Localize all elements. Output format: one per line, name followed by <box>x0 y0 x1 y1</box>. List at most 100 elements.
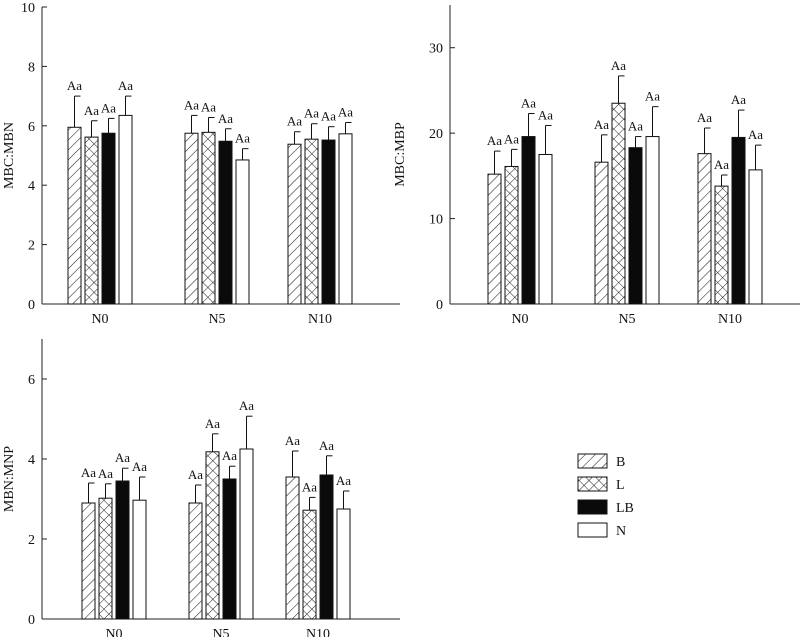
bar-lb-n5 <box>222 478 237 620</box>
data-label: Aa <box>319 438 334 453</box>
data-label: Aa <box>81 465 96 480</box>
legend-swatch-lb <box>577 499 608 515</box>
data-label: Aa <box>101 100 116 115</box>
bar-n-n0 <box>538 154 553 305</box>
data-label: Aa <box>628 119 643 134</box>
bar-l-n10 <box>714 185 729 305</box>
data-label: Aa <box>714 157 729 172</box>
bar-lb-n0 <box>101 132 116 305</box>
y-axis-label: MBC:MBP <box>393 122 408 187</box>
bar-b-n5 <box>188 502 203 620</box>
x-tick-label: N10 <box>308 312 332 327</box>
x-tick-label: N10 <box>306 627 330 637</box>
y-tick-label: 0 <box>28 298 35 313</box>
data-label: Aa <box>222 448 237 463</box>
bar-l-n5 <box>611 102 626 305</box>
x-tick-label: N0 <box>511 312 528 327</box>
x-tick-label: N5 <box>208 312 225 327</box>
data-label: Aa <box>594 117 609 132</box>
data-label: Aa <box>205 416 220 431</box>
bar-b-n5 <box>594 161 609 305</box>
data-label: Aa <box>285 433 300 448</box>
bar-l-n5 <box>201 131 216 305</box>
bar-n-n5 <box>235 159 250 305</box>
data-label: Aa <box>287 114 302 129</box>
bar-lb-n5 <box>218 140 233 305</box>
data-label: Aa <box>115 450 130 465</box>
bar-b-n0 <box>81 502 96 620</box>
x-tick-label: N0 <box>91 312 108 327</box>
bar-lb-n5 <box>628 147 643 305</box>
bar-b-n0 <box>67 126 82 305</box>
data-label: Aa <box>336 473 351 488</box>
data-label: Aa <box>118 78 133 93</box>
bar-lb-n10 <box>319 474 334 620</box>
data-label: Aa <box>504 131 519 146</box>
data-label: Aa <box>304 106 319 121</box>
bar-n-n5 <box>239 448 254 620</box>
legend-swatch-l <box>577 476 608 492</box>
data-label: Aa <box>321 109 336 124</box>
bar-l-n0 <box>504 165 519 305</box>
bar-b-n10 <box>287 143 302 305</box>
y-tick-label: 0 <box>436 298 443 313</box>
data-label: Aa <box>731 92 746 107</box>
y-tick-label: 10 <box>429 213 443 228</box>
bar-b-n10 <box>285 476 300 620</box>
bar-lb-n0 <box>115 480 130 620</box>
legend-item-n: N <box>577 522 626 539</box>
data-label: Aa <box>67 78 82 93</box>
y-tick-label: 4 <box>28 179 35 194</box>
y-tick-label: 2 <box>28 239 35 254</box>
bar-l-n0 <box>98 497 113 620</box>
bar-l-n5 <box>205 451 220 620</box>
y-tick-label: 6 <box>28 373 35 388</box>
y-tick-label: 2 <box>28 533 35 548</box>
legend-swatch-n <box>577 522 608 538</box>
legend-item-l: L <box>577 476 625 493</box>
y-tick-label: 8 <box>28 60 35 75</box>
legend-label-l: L <box>616 478 625 493</box>
y-tick-label: 4 <box>28 453 35 468</box>
data-label: Aa <box>487 133 502 148</box>
x-tick-label: N0 <box>105 627 122 637</box>
legend-label-b: B <box>616 455 625 470</box>
data-label: Aa <box>748 127 763 142</box>
data-label: Aa <box>235 131 250 146</box>
data-label: Aa <box>611 58 626 73</box>
bar-l-n0 <box>84 136 99 305</box>
data-label: Aa <box>184 97 199 112</box>
data-label: Aa <box>645 89 660 104</box>
bar-n-n10 <box>748 169 763 305</box>
bar-b-n5 <box>184 132 199 305</box>
data-label: Aa <box>338 105 353 120</box>
bar-lb-n10 <box>321 139 336 305</box>
y-tick-label: 0 <box>28 613 35 628</box>
data-label: Aa <box>302 479 317 494</box>
data-label: Aa <box>201 99 216 114</box>
bar-b-n10 <box>697 153 712 305</box>
bar-l-n10 <box>304 138 319 305</box>
bar-lb-n0 <box>521 136 536 305</box>
y-tick-label: 20 <box>429 127 443 142</box>
y-axis-label: MBN:MNP <box>2 446 17 512</box>
data-label: Aa <box>132 459 147 474</box>
y-tick-label: 30 <box>429 42 443 57</box>
bar-l-n10 <box>302 509 317 620</box>
legend: B L LB N <box>577 453 634 539</box>
bar-lb-n10 <box>731 136 746 305</box>
y-axis-label: MBC:MBN <box>2 122 17 189</box>
bar-n-n10 <box>338 133 353 305</box>
data-label: Aa <box>84 103 99 118</box>
bar-n-n0 <box>132 499 147 620</box>
legend-swatch-b <box>577 453 608 469</box>
legend-label-n: N <box>616 524 626 539</box>
legend-item-b: B <box>577 453 625 470</box>
data-label: Aa <box>98 466 113 481</box>
data-label: Aa <box>188 467 203 482</box>
